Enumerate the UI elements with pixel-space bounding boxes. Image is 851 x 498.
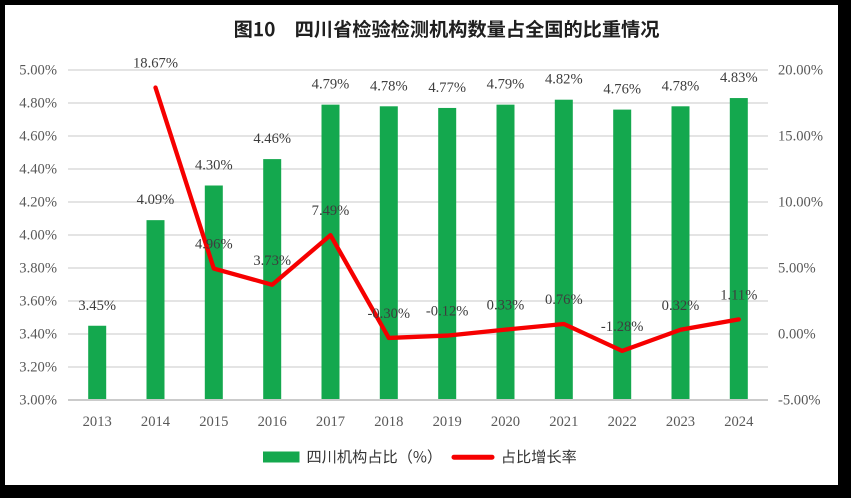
svg-text:-5.00%: -5.00% bbox=[778, 392, 821, 408]
svg-text:2016: 2016 bbox=[258, 414, 287, 430]
svg-text:0.76%: 0.76% bbox=[545, 292, 583, 308]
svg-text:3.73%: 3.73% bbox=[253, 253, 291, 269]
svg-text:4.60%: 4.60% bbox=[19, 128, 57, 144]
svg-text:4.78%: 4.78% bbox=[662, 78, 700, 94]
svg-text:0.33%: 0.33% bbox=[487, 298, 525, 314]
svg-text:-0.30%: -0.30% bbox=[368, 306, 411, 322]
svg-text:2022: 2022 bbox=[608, 414, 637, 430]
svg-text:4.20%: 4.20% bbox=[19, 194, 57, 210]
svg-text:2020: 2020 bbox=[491, 414, 520, 430]
svg-text:4.83%: 4.83% bbox=[720, 70, 758, 86]
svg-text:2021: 2021 bbox=[549, 414, 578, 430]
svg-text:1.11%: 1.11% bbox=[720, 287, 757, 303]
svg-text:18.67%: 18.67% bbox=[133, 56, 178, 72]
svg-text:3.60%: 3.60% bbox=[19, 293, 57, 309]
svg-text:2015: 2015 bbox=[199, 414, 228, 430]
svg-text:15.00%: 15.00% bbox=[778, 128, 823, 144]
svg-text:5.00%: 5.00% bbox=[778, 260, 816, 276]
svg-text:4.96%: 4.96% bbox=[195, 237, 233, 253]
svg-text:20.00%: 20.00% bbox=[778, 62, 823, 78]
svg-text:0.00%: 0.00% bbox=[778, 326, 816, 342]
svg-text:2014: 2014 bbox=[141, 414, 171, 430]
svg-text:4.79%: 4.79% bbox=[487, 77, 525, 93]
svg-text:3.00%: 3.00% bbox=[19, 392, 57, 408]
svg-text:4.78%: 4.78% bbox=[370, 78, 408, 94]
svg-text:3.80%: 3.80% bbox=[19, 260, 57, 276]
svg-text:4.09%: 4.09% bbox=[137, 192, 175, 208]
svg-text:4.77%: 4.77% bbox=[428, 80, 466, 96]
svg-text:-0.12%: -0.12% bbox=[426, 304, 469, 320]
svg-text:10.00%: 10.00% bbox=[778, 194, 823, 210]
svg-text:2013: 2013 bbox=[83, 414, 112, 430]
svg-text:4.76%: 4.76% bbox=[603, 82, 641, 98]
svg-text:3.20%: 3.20% bbox=[19, 359, 57, 375]
svg-text:4.79%: 4.79% bbox=[312, 77, 350, 93]
svg-text:2024: 2024 bbox=[724, 414, 754, 430]
svg-text:3.45%: 3.45% bbox=[78, 298, 116, 314]
svg-text:3.40%: 3.40% bbox=[19, 326, 57, 342]
svg-text:4.00%: 4.00% bbox=[19, 227, 57, 243]
svg-text:4.80%: 4.80% bbox=[19, 95, 57, 111]
svg-text:4.46%: 4.46% bbox=[253, 131, 291, 147]
svg-text:4.30%: 4.30% bbox=[195, 158, 233, 174]
svg-text:4.40%: 4.40% bbox=[19, 161, 57, 177]
svg-text:2018: 2018 bbox=[374, 414, 403, 430]
svg-text:7.49%: 7.49% bbox=[312, 203, 350, 219]
svg-text:2023: 2023 bbox=[666, 414, 695, 430]
svg-text:2017: 2017 bbox=[316, 414, 345, 430]
svg-text:2019: 2019 bbox=[433, 414, 462, 430]
svg-text:0.32%: 0.32% bbox=[662, 298, 700, 314]
svg-text:4.82%: 4.82% bbox=[545, 72, 583, 88]
svg-text:-1.28%: -1.28% bbox=[601, 319, 644, 335]
svg-text:5.00%: 5.00% bbox=[19, 62, 57, 78]
